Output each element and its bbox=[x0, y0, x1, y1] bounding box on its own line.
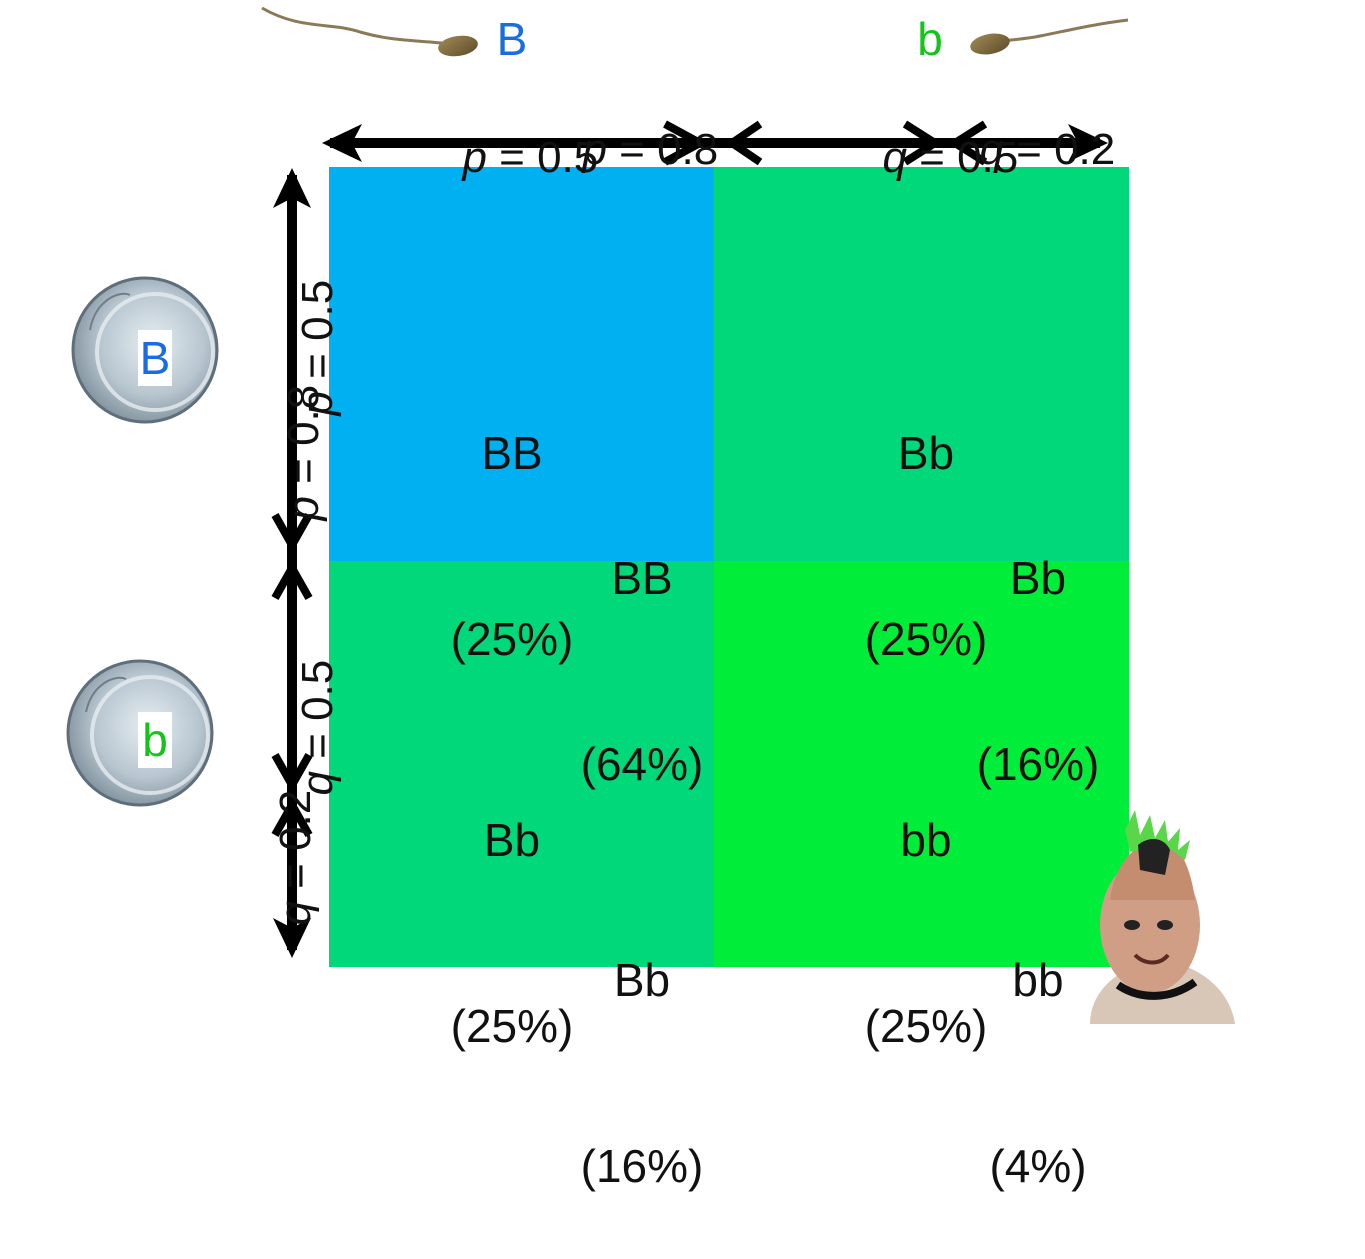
bb-new-label: bb (4%) bbox=[958, 825, 1118, 1259]
percent-text: (25%) bbox=[864, 613, 988, 665]
sperm-allele-dominant: B bbox=[496, 13, 528, 65]
genotype-text: Bb bbox=[897, 427, 955, 479]
egg-allele-dominant: B bbox=[138, 330, 172, 386]
top-q-old-label: q = 0.5 bbox=[882, 133, 1019, 182]
top-p-new-label: p = 0.8 bbox=[582, 125, 719, 174]
genotype-text: Bb bbox=[613, 954, 671, 1006]
genotype-text: Bb bbox=[483, 814, 541, 866]
genotype-text: bb bbox=[900, 814, 952, 866]
genotype-text: Bb bbox=[1009, 552, 1067, 604]
horizontal-frequency-arrow bbox=[322, 120, 1108, 166]
percent-text: (4%) bbox=[989, 1140, 1087, 1192]
Bb-top-new-label: Bb (16%) bbox=[958, 423, 1118, 857]
genotype-text: BB bbox=[481, 427, 543, 479]
top-p-old-label: p = 0.5 bbox=[462, 133, 599, 182]
Bb-bottom-new-label: Bb (16%) bbox=[562, 825, 722, 1259]
cell-Bb-bottom-left bbox=[329, 561, 714, 967]
sperm-icon bbox=[261, 6, 478, 57]
sperm-icon bbox=[970, 18, 1129, 55]
Bb-top-old-label: Bb (25%) bbox=[846, 298, 1006, 732]
sperm-allele-recessive: b bbox=[917, 13, 943, 65]
left-p-new-label: p = 0.8 bbox=[279, 384, 328, 521]
top-q-new-label: q = 0.2 bbox=[979, 125, 1116, 174]
percent-text: (16%) bbox=[580, 1140, 704, 1192]
BB-new-label: BB (64%) bbox=[562, 423, 722, 857]
genotype-text: BB bbox=[611, 552, 673, 604]
cell-Bb-top-right bbox=[714, 167, 1129, 561]
genotype-text: bb bbox=[1012, 954, 1064, 1006]
left-q-new-label: q = 0.2 bbox=[271, 789, 320, 926]
cell-bb bbox=[714, 561, 1129, 967]
BB-old-label: BB (25%) bbox=[432, 298, 592, 732]
vertical-frequency-arrow bbox=[271, 168, 313, 958]
percent-text: (64%) bbox=[580, 738, 704, 790]
percent-text: (16%) bbox=[976, 738, 1100, 790]
cell-BB bbox=[329, 167, 714, 561]
percent-text: (25%) bbox=[450, 613, 574, 665]
egg-allele-recessive: b bbox=[138, 712, 172, 768]
punk-person-photo bbox=[1090, 810, 1235, 1024]
diagram-graphics bbox=[66, 6, 1235, 1024]
